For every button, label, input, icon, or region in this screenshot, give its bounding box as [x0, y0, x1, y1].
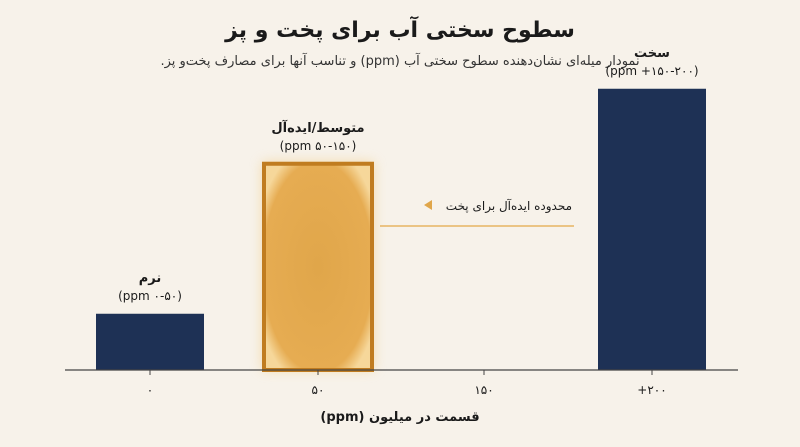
annotation-arrow-icon	[424, 200, 432, 210]
x-tick-label-2: ۱۵۰	[474, 383, 493, 397]
bar-range-label-2: (۱۵۰-۲۰۰+ ppm)	[605, 64, 698, 78]
bar-2	[598, 88, 706, 370]
bar-0	[96, 313, 204, 370]
bar-1	[262, 161, 374, 372]
bar-name-label-0: نرم	[139, 271, 162, 286]
x-tick-label-0: ۰	[147, 383, 153, 397]
bar-name-label-2: سخت	[634, 46, 670, 61]
x-tick-label-3: ۲۰۰+	[637, 383, 666, 397]
chart-subtitle: نمودار میله‌ای نشان‌دهنده سطوح سختی آب (…	[160, 54, 640, 69]
bar-name-label-1: متوسط/ایده‌آل	[271, 119, 364, 136]
chart-title: سطوح سختی آب برای پخت و پز	[225, 18, 575, 43]
bar-range-label-0: (۰-۵۰ ppm)	[118, 289, 182, 303]
x-tick-label-1: ۵۰	[312, 383, 325, 397]
bar-range-label-1: (۵۰-۱۵۰ ppm)	[280, 139, 357, 153]
x-axis-label: قسمت در میلیون (ppm)	[320, 410, 480, 425]
annotation-text: محدوده ایده‌آل برای پخت	[446, 198, 572, 214]
